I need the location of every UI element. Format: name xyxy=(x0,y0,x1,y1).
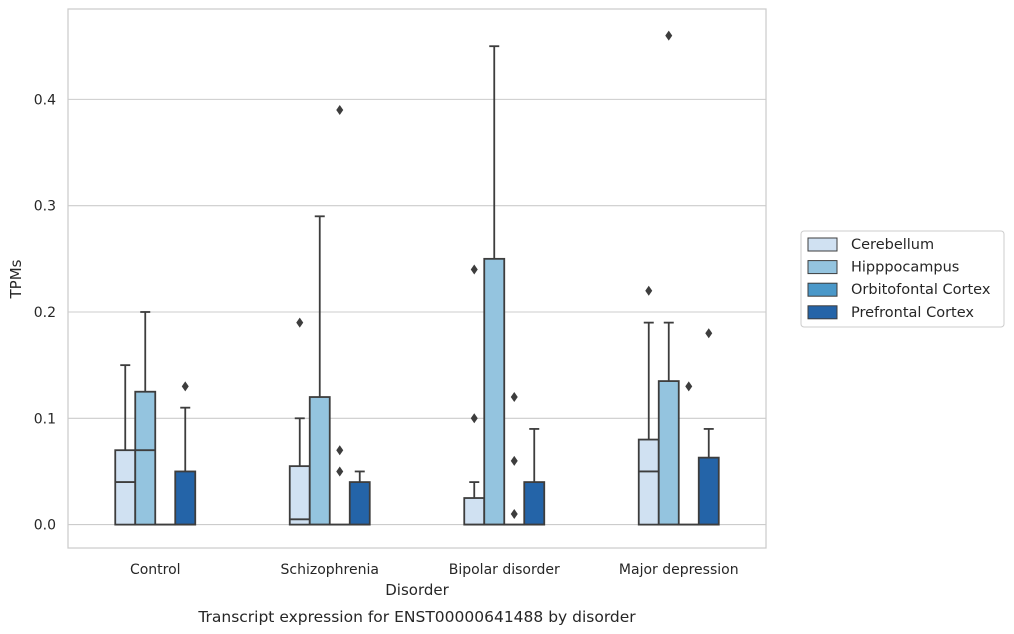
box-prefrontal-cortex xyxy=(348,470,371,526)
outlier-point xyxy=(510,508,518,519)
outlier-point xyxy=(685,381,693,392)
outlier-point xyxy=(470,264,478,275)
box-orbitofontal-cortex xyxy=(503,392,526,526)
y-tick-labels: 0.0 0.1 0.2 0.3 0.4 xyxy=(34,92,56,533)
y-tick-label: 0.4 xyxy=(34,92,56,108)
outlier-point xyxy=(665,30,673,41)
y-axis-label: TPMs xyxy=(7,259,25,299)
x-tick-labels: Control Schizophrenia Bipolar disorder Majo… xyxy=(130,562,739,578)
y-tick-label: 0.3 xyxy=(34,199,56,215)
legend-label: Hipppocampus xyxy=(851,260,959,276)
box-hipppocampus xyxy=(657,30,680,526)
outlier-point xyxy=(470,413,478,424)
legend-swatch xyxy=(807,260,838,275)
legend-swatch xyxy=(807,282,838,297)
outlier-point xyxy=(336,466,344,477)
box-cerebellum xyxy=(288,317,311,526)
box-cerebellum xyxy=(637,285,660,526)
y-tick-label: 0.0 xyxy=(34,518,56,534)
box-hipppocampus xyxy=(134,311,157,526)
box xyxy=(523,481,546,526)
outlier-point xyxy=(705,328,713,339)
legend-label: Cerebellum xyxy=(851,237,934,253)
x-tick-label: Schizophrenia xyxy=(281,562,379,578)
outlier-point xyxy=(510,455,518,466)
x-tick-label: Control xyxy=(130,562,181,578)
legend-swatch xyxy=(807,237,838,252)
box xyxy=(483,257,506,526)
box-hipppocampus xyxy=(483,45,506,526)
box xyxy=(308,396,331,526)
x-axis-label: Disorder xyxy=(385,581,449,599)
box xyxy=(697,456,720,526)
outlier-point xyxy=(181,381,189,392)
outlier-point xyxy=(336,104,344,115)
outlier-point xyxy=(510,392,518,403)
box xyxy=(657,380,680,526)
box-orbitofontal-cortex xyxy=(328,104,351,526)
legend-frame xyxy=(800,230,1005,328)
legend-label: Orbitofontal Cortex xyxy=(851,282,991,298)
box-prefrontal-cortex xyxy=(523,428,546,526)
box-orbitofontal-cortex xyxy=(677,381,700,526)
box-hipppocampus xyxy=(308,215,331,526)
outlier-point xyxy=(296,317,304,328)
legend: Cerebellum Hipppocampus Orbitofontal Corte… xyxy=(800,230,1005,328)
chart-title: Transcript expression for ENST0000064148… xyxy=(197,608,636,626)
legend-label: Prefrontal Cortex xyxy=(851,305,974,321)
box-cerebellum xyxy=(463,264,486,526)
box-cerebellum xyxy=(114,364,137,526)
y-tick-label: 0.2 xyxy=(34,305,56,321)
outlier-point xyxy=(336,445,344,456)
box xyxy=(174,470,197,526)
box xyxy=(463,497,486,526)
x-tick-label: Bipolar disorder xyxy=(449,562,560,578)
box xyxy=(288,465,311,526)
plot-frame xyxy=(67,8,767,549)
box xyxy=(348,481,371,526)
box-plots xyxy=(114,30,720,526)
box xyxy=(134,390,157,526)
y-tick-label: 0.1 xyxy=(34,411,56,427)
x-tick-label: Major depression xyxy=(619,562,739,578)
box-prefrontal-cortex xyxy=(697,328,720,526)
legend-swatch xyxy=(807,305,838,320)
box xyxy=(637,438,660,526)
outlier-point xyxy=(645,285,653,296)
box xyxy=(114,449,137,526)
box-prefrontal-cortex xyxy=(174,381,197,526)
